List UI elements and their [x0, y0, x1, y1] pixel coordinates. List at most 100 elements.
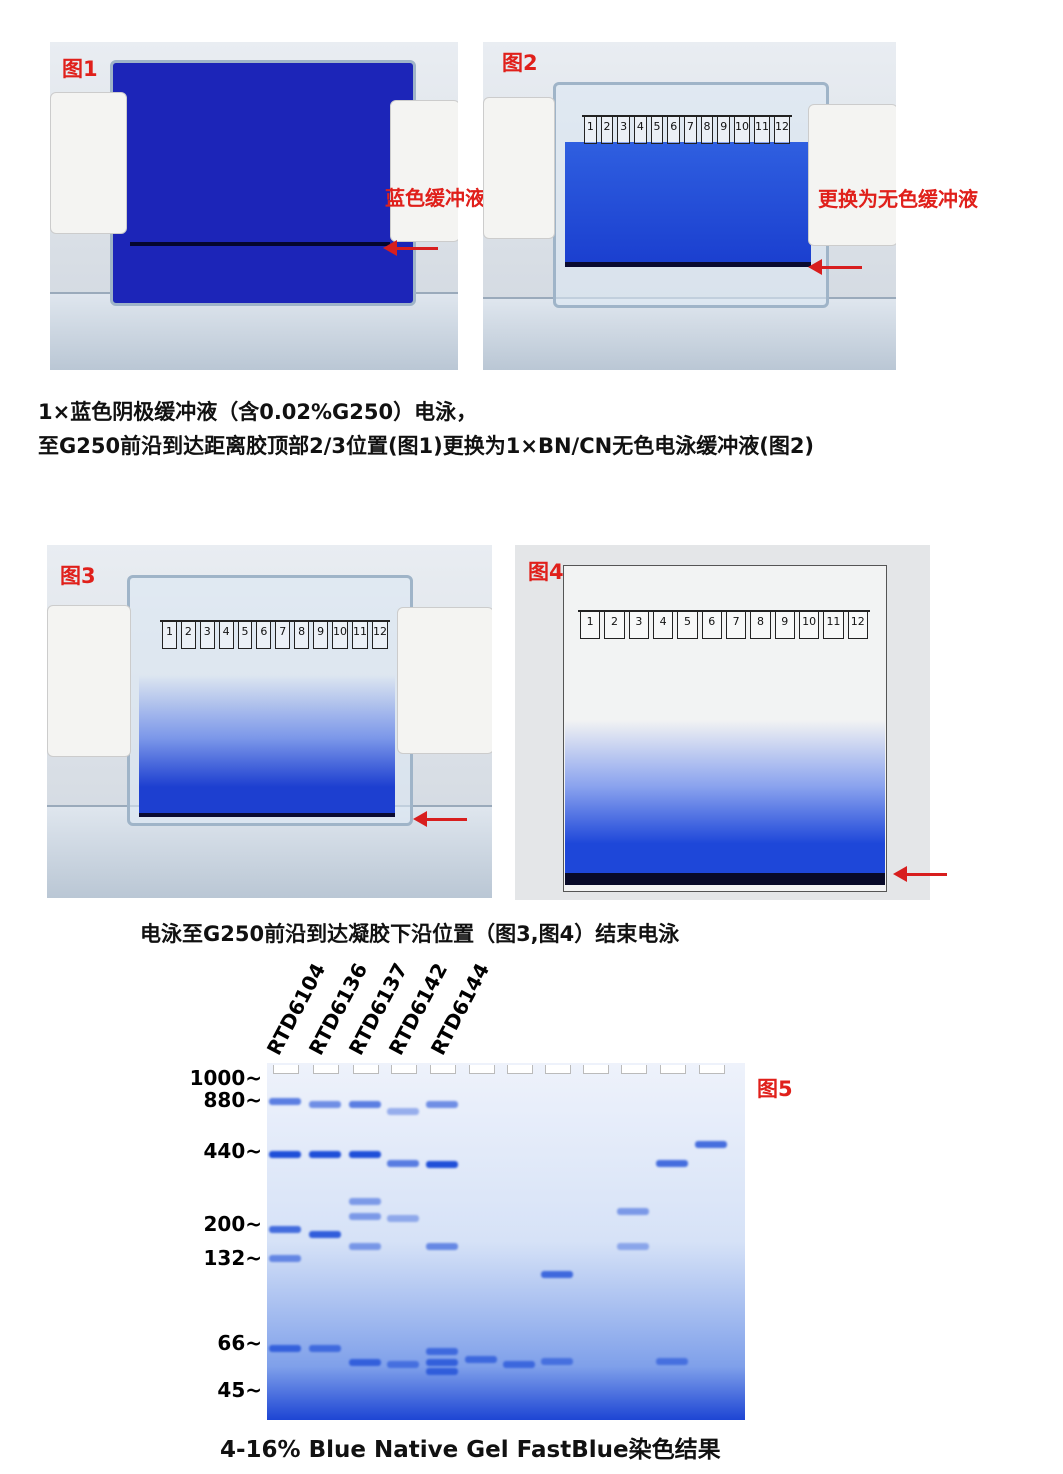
gel-band: [426, 1368, 458, 1375]
well-11: 11: [352, 622, 369, 649]
gel-band: [309, 1101, 341, 1108]
well-1: 1: [584, 117, 597, 144]
well-2: 2: [600, 117, 614, 144]
gel-band: [656, 1160, 688, 1167]
well-6: 6: [256, 622, 272, 649]
figure-3-label: 图3: [60, 564, 96, 588]
well-10: 10: [332, 622, 349, 649]
gel-well: [353, 1065, 379, 1074]
gel-band: [387, 1108, 419, 1115]
caption-line-3: 电泳至G250前沿到达凝胶下沿位置（图3,图4）结束电泳: [140, 922, 680, 946]
gel-band: [503, 1361, 535, 1368]
gel-band: [309, 1231, 341, 1238]
well-1: 1: [580, 612, 601, 639]
gel-well: [621, 1065, 647, 1074]
figure-5-label: 图5: [757, 1077, 793, 1101]
well-10: 10: [734, 117, 751, 144]
figure-1-label: 图1: [62, 57, 98, 81]
gel-band: [309, 1151, 341, 1158]
gel-band: [695, 1141, 727, 1148]
well-2: 2: [604, 612, 625, 639]
well-2: 2: [180, 622, 196, 649]
figure-2-note: 更换为无色缓冲液: [818, 187, 978, 211]
figure-1-photo: [50, 42, 458, 370]
figure-4-photo: [515, 545, 930, 900]
gel-well: [430, 1065, 456, 1074]
gel-band: [617, 1208, 649, 1215]
gel-band: [541, 1358, 573, 1365]
well-12: 12: [847, 612, 868, 639]
well-3: 3: [199, 622, 215, 649]
well-1: 1: [162, 622, 177, 649]
gel-band: [349, 1198, 381, 1205]
gel-band: [541, 1271, 573, 1278]
well-11: 11: [754, 117, 771, 144]
well-11: 11: [823, 612, 844, 639]
gel-band: [465, 1356, 497, 1363]
well-8: 8: [294, 622, 310, 649]
gel-band: [349, 1213, 381, 1220]
gel-well: [699, 1065, 725, 1074]
gel-well: [391, 1065, 417, 1074]
figure-1-note: 蓝色缓冲液: [385, 186, 485, 210]
gel-band: [426, 1101, 458, 1108]
gel-band: [269, 1098, 301, 1105]
marker-label: 200~: [203, 1212, 262, 1236]
well-3: 3: [628, 612, 649, 639]
well-4: 4: [652, 612, 674, 639]
gel-band: [656, 1358, 688, 1365]
gel-band: [426, 1243, 458, 1250]
gel-band: [349, 1243, 381, 1250]
marker-label: 45~: [217, 1378, 262, 1402]
well-9: 9: [774, 612, 795, 639]
gel-band: [349, 1359, 381, 1366]
gel-image: [267, 1063, 745, 1420]
well-6: 6: [667, 117, 681, 144]
gel-band: [617, 1243, 649, 1250]
gel-band: [349, 1101, 381, 1108]
marker-label: 440~: [203, 1139, 262, 1163]
well-9: 9: [717, 117, 731, 144]
gel-band: [387, 1160, 419, 1167]
gel-band: [269, 1255, 301, 1262]
gel-band: [426, 1161, 458, 1168]
well-7: 7: [275, 622, 291, 649]
well-5: 5: [237, 622, 253, 649]
well-comb: 1 2 3 4 5 6 7 8 9 10 11 12: [582, 115, 792, 144]
gel-well: [583, 1065, 609, 1074]
caption-line-1: 1×蓝色阴极缓冲液（含0.02%G250）电泳，: [38, 400, 478, 424]
gel-band: [426, 1348, 458, 1355]
well-comb: 1 2 3 4 5 6 7 8 9 10 11 12: [578, 610, 870, 639]
well-6: 6: [701, 612, 722, 639]
gel-band: [387, 1361, 419, 1368]
arrow-icon: [905, 873, 947, 876]
well-8: 8: [700, 117, 714, 144]
well-3: 3: [617, 117, 631, 144]
well-8: 8: [750, 612, 771, 639]
marker-label: 132~: [203, 1246, 262, 1270]
gel-band: [269, 1226, 301, 1233]
gel-band: [269, 1345, 301, 1352]
well-5: 5: [650, 117, 664, 144]
gel-band: [387, 1215, 419, 1222]
gel-well: [507, 1065, 533, 1074]
well-10: 10: [798, 612, 820, 639]
arrow-icon: [820, 266, 862, 269]
caption-line-2: 至G250前沿到达距离胶顶部2/3位置(图1)更换为1×BN/CN无色电泳缓冲液…: [38, 434, 815, 458]
gel-band: [426, 1359, 458, 1366]
caption-line-4: 4-16% Blue Native Gel FastBlue染色结果: [220, 1437, 721, 1463]
marker-label: 66~: [217, 1331, 262, 1355]
arrow-icon: [395, 247, 438, 250]
well-7: 7: [684, 117, 697, 144]
marker-label: 1000~: [189, 1066, 262, 1090]
well-9: 9: [313, 622, 329, 649]
gel-well: [545, 1065, 571, 1074]
well-12: 12: [774, 117, 791, 144]
gel-well: [273, 1065, 299, 1074]
gel-well: [313, 1065, 339, 1074]
marker-label: 880~: [203, 1088, 262, 1112]
gel-band: [349, 1151, 381, 1158]
well-7: 7: [725, 612, 747, 639]
figure-2-photo: [483, 42, 896, 370]
gel-band: [309, 1345, 341, 1352]
